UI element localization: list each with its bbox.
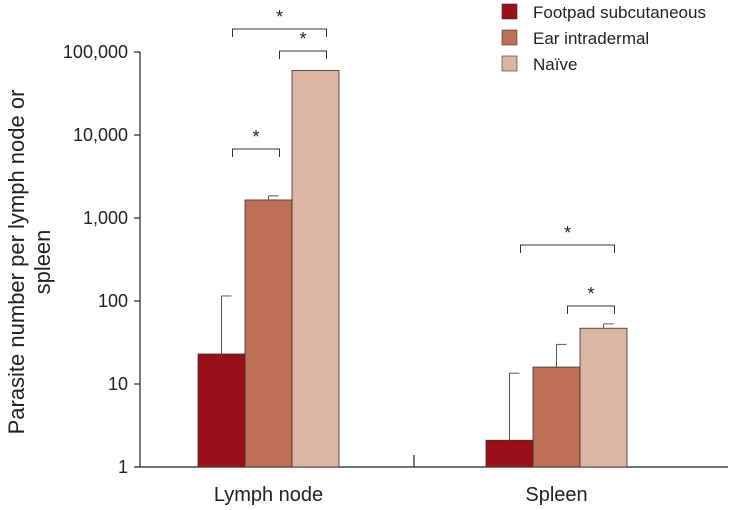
bar <box>197 353 246 468</box>
significance-star: * <box>299 29 306 49</box>
y-tick-label: 1,000 <box>83 208 128 228</box>
significance-star: * <box>252 127 259 147</box>
y-tick-label: 10 <box>108 374 128 394</box>
y-tick-label: 1 <box>118 457 128 477</box>
significance-bracket <box>567 305 615 314</box>
significance-star: * <box>564 223 571 243</box>
significance-star: * <box>276 7 283 27</box>
legend-swatch <box>501 55 518 72</box>
y-tick-label: 10,000 <box>73 125 128 145</box>
significance-brackets: * * * * * <box>232 7 615 314</box>
significance-bracket <box>520 244 615 253</box>
category-label: Spleen <box>525 484 587 506</box>
legend-label: Ear intradermal <box>533 29 649 48</box>
y-axis-title: Parasite number per lymph node or spleen <box>4 90 55 435</box>
category-label: Lymph node <box>214 484 323 506</box>
bars <box>197 70 628 468</box>
legend-swatch <box>501 29 518 46</box>
axes: 1 10 100 1,000 10,000 100,000 Lymph node Spleen <box>63 42 728 506</box>
significance-bracket <box>232 148 280 157</box>
bar <box>532 366 581 468</box>
bar <box>244 199 293 468</box>
bar <box>291 70 340 468</box>
y-tick-label: 100,000 <box>63 42 128 62</box>
bar <box>485 439 534 468</box>
legend-label: Footpad subcutaneous <box>533 3 706 22</box>
y-axis-title-line: spleen <box>30 230 55 295</box>
bar <box>579 327 628 468</box>
significance-bracket <box>232 28 327 37</box>
y-axis-title-line: Parasite number per lymph node or <box>4 90 29 435</box>
significance-star: * <box>587 284 594 304</box>
y-tick-label: 100 <box>98 291 128 311</box>
legend: Footpad subcutaneous Ear intradermal Naïve <box>501 3 706 74</box>
significance-bracket <box>279 50 327 59</box>
legend-label: Naïve <box>533 55 577 74</box>
legend-swatch <box>501 3 518 20</box>
